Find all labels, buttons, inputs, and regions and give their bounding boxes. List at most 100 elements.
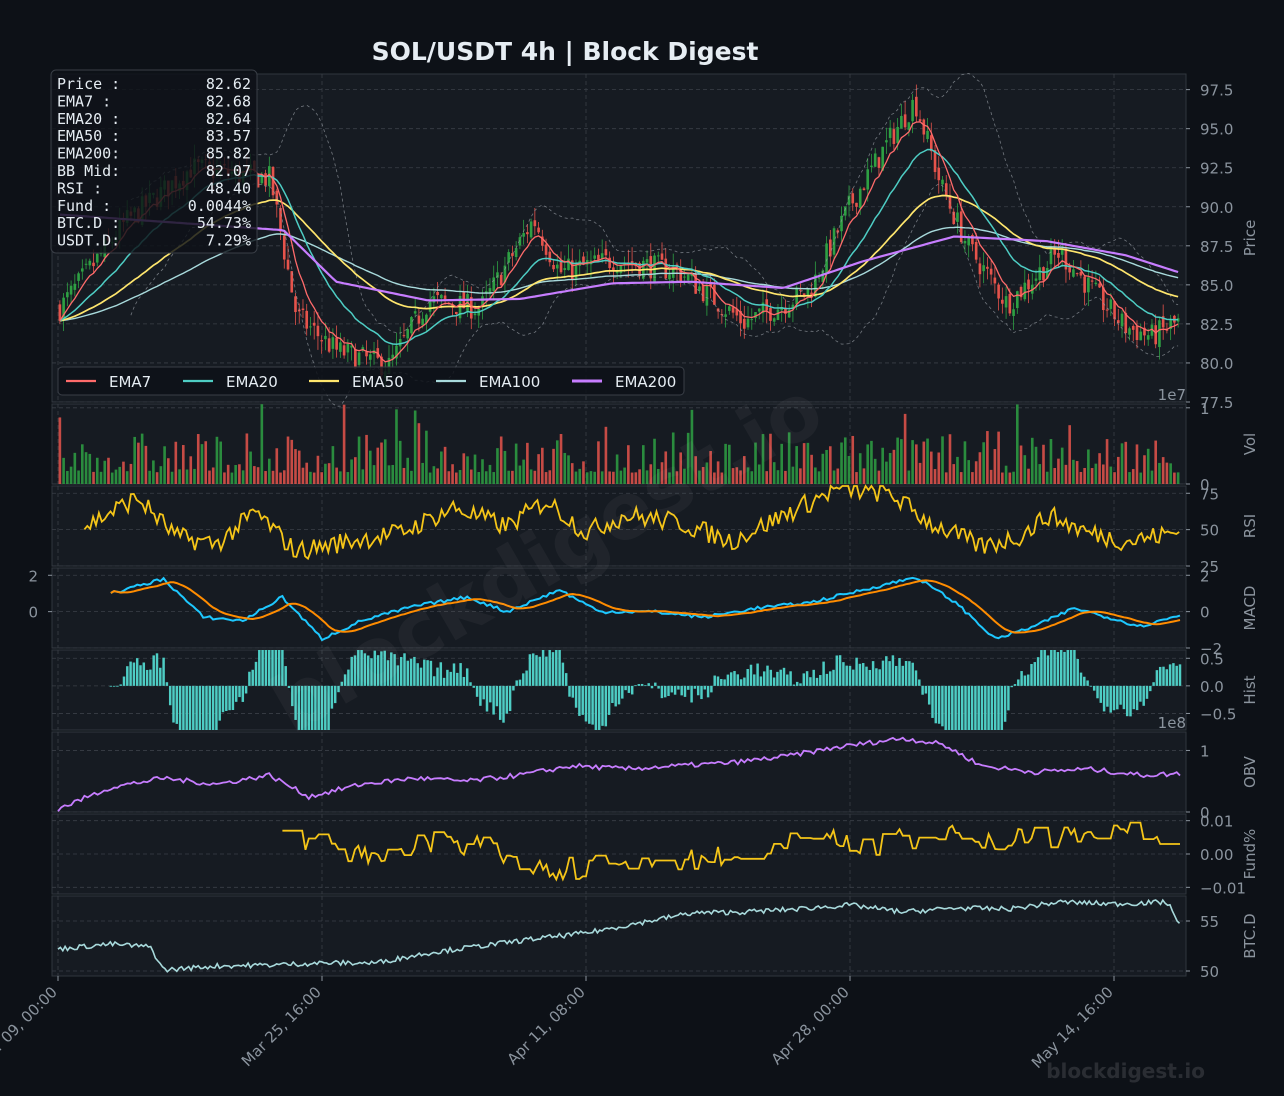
volume-bar [1116, 456, 1120, 484]
histogram-bar [1139, 685, 1142, 702]
candle-body [1135, 326, 1139, 341]
candle-body [683, 276, 686, 278]
volume-bar [481, 459, 484, 484]
candle-body [1064, 248, 1068, 270]
candle-body [926, 130, 929, 139]
histogram-bar [967, 685, 971, 730]
candle-body [570, 260, 574, 280]
histogram-bar [1040, 650, 1043, 686]
histogram-bar [555, 650, 558, 686]
candle-body [563, 268, 567, 271]
candle-body [742, 318, 746, 329]
volume-bar [125, 471, 129, 484]
volume-bar [1161, 457, 1165, 484]
candle-body [522, 233, 525, 237]
histogram-bar [990, 685, 994, 730]
candle-body [541, 236, 544, 246]
info-label: USDT.D: [57, 232, 120, 250]
candle-body [357, 352, 361, 365]
candle-body [58, 304, 62, 321]
histogram-bar [1132, 685, 1136, 710]
histogram-bar [380, 651, 383, 686]
histogram-bar [766, 665, 769, 686]
candle-body [941, 179, 944, 185]
volume-bar [832, 470, 836, 484]
volume-bar [570, 463, 574, 484]
candle-body [1008, 293, 1012, 314]
volume-bar [1057, 458, 1060, 484]
histogram-bar [970, 685, 974, 730]
candle-body [398, 338, 402, 347]
volume-bar [642, 445, 645, 484]
candle-body [1012, 309, 1015, 316]
histogram-bar [357, 650, 360, 686]
volume-bar [503, 450, 507, 484]
volume-bar [612, 471, 615, 484]
candle-body [623, 263, 626, 265]
histogram-bar [654, 682, 657, 686]
info-label: EMA50 : [57, 127, 120, 145]
volume-bar [956, 456, 959, 484]
volume-bar [986, 431, 989, 484]
histogram-bar [637, 684, 641, 686]
info-box-frame [50, 69, 258, 254]
histogram-bar [426, 660, 429, 686]
histogram-bar [1165, 669, 1169, 686]
histogram-bar [924, 685, 928, 694]
candle-body [511, 253, 514, 256]
candle-body [1053, 248, 1057, 255]
histogram-bar [498, 685, 502, 720]
candle-body [342, 345, 346, 356]
histogram-bar [861, 663, 865, 686]
histogram-bar [779, 669, 782, 686]
histogram-bar [941, 685, 944, 727]
x-tick-label: Apr 28, 00:00 [768, 983, 853, 1068]
candle-body [903, 114, 907, 128]
volume-bar [604, 426, 608, 484]
histogram-bar [825, 673, 829, 686]
y-tick-label: 50 [1200, 522, 1219, 540]
histogram-bar [248, 671, 251, 686]
histogram-bar [502, 685, 505, 723]
candle-body [1016, 291, 1019, 309]
volume-bar [873, 458, 877, 484]
histogram-bar [855, 657, 858, 686]
histogram-bar [578, 685, 581, 716]
volume-bar [926, 438, 929, 484]
histogram-bar [743, 677, 746, 686]
histogram-bar [951, 685, 954, 730]
volume-bar [608, 471, 611, 484]
volume-bar [110, 472, 114, 484]
volume-bar [1173, 472, 1176, 484]
histogram-bar [353, 655, 357, 686]
volume-bar [1045, 471, 1049, 484]
histogram-bar [1063, 651, 1066, 686]
histogram-bar [795, 681, 799, 686]
volume-bar [963, 441, 967, 484]
volume-bar [952, 464, 956, 484]
volume-bar [380, 442, 383, 484]
volume-bar [193, 468, 196, 484]
histogram-bar [901, 665, 905, 686]
candle-body [1019, 286, 1023, 298]
volume-bar [1154, 440, 1157, 484]
histogram-bar [495, 685, 499, 707]
histogram-bar [842, 662, 845, 686]
candle-body [526, 232, 529, 235]
volume-bar [597, 441, 600, 484]
volume-bar [671, 432, 675, 484]
volume-bar [619, 470, 623, 484]
candle-body [686, 274, 690, 281]
volume-bar [260, 404, 264, 484]
histogram-bar [198, 685, 202, 730]
candle-body [701, 285, 705, 302]
histogram-bar [772, 677, 776, 686]
histogram-bar [1109, 685, 1112, 713]
histogram-bar [116, 685, 119, 687]
volume-bar [398, 440, 402, 484]
volume-bar [163, 446, 166, 484]
histogram-bar [964, 685, 967, 730]
legend-label-ema20: EMA20 [226, 373, 278, 391]
candle-body [847, 195, 851, 205]
y-tick-label: 75 [1200, 485, 1219, 503]
